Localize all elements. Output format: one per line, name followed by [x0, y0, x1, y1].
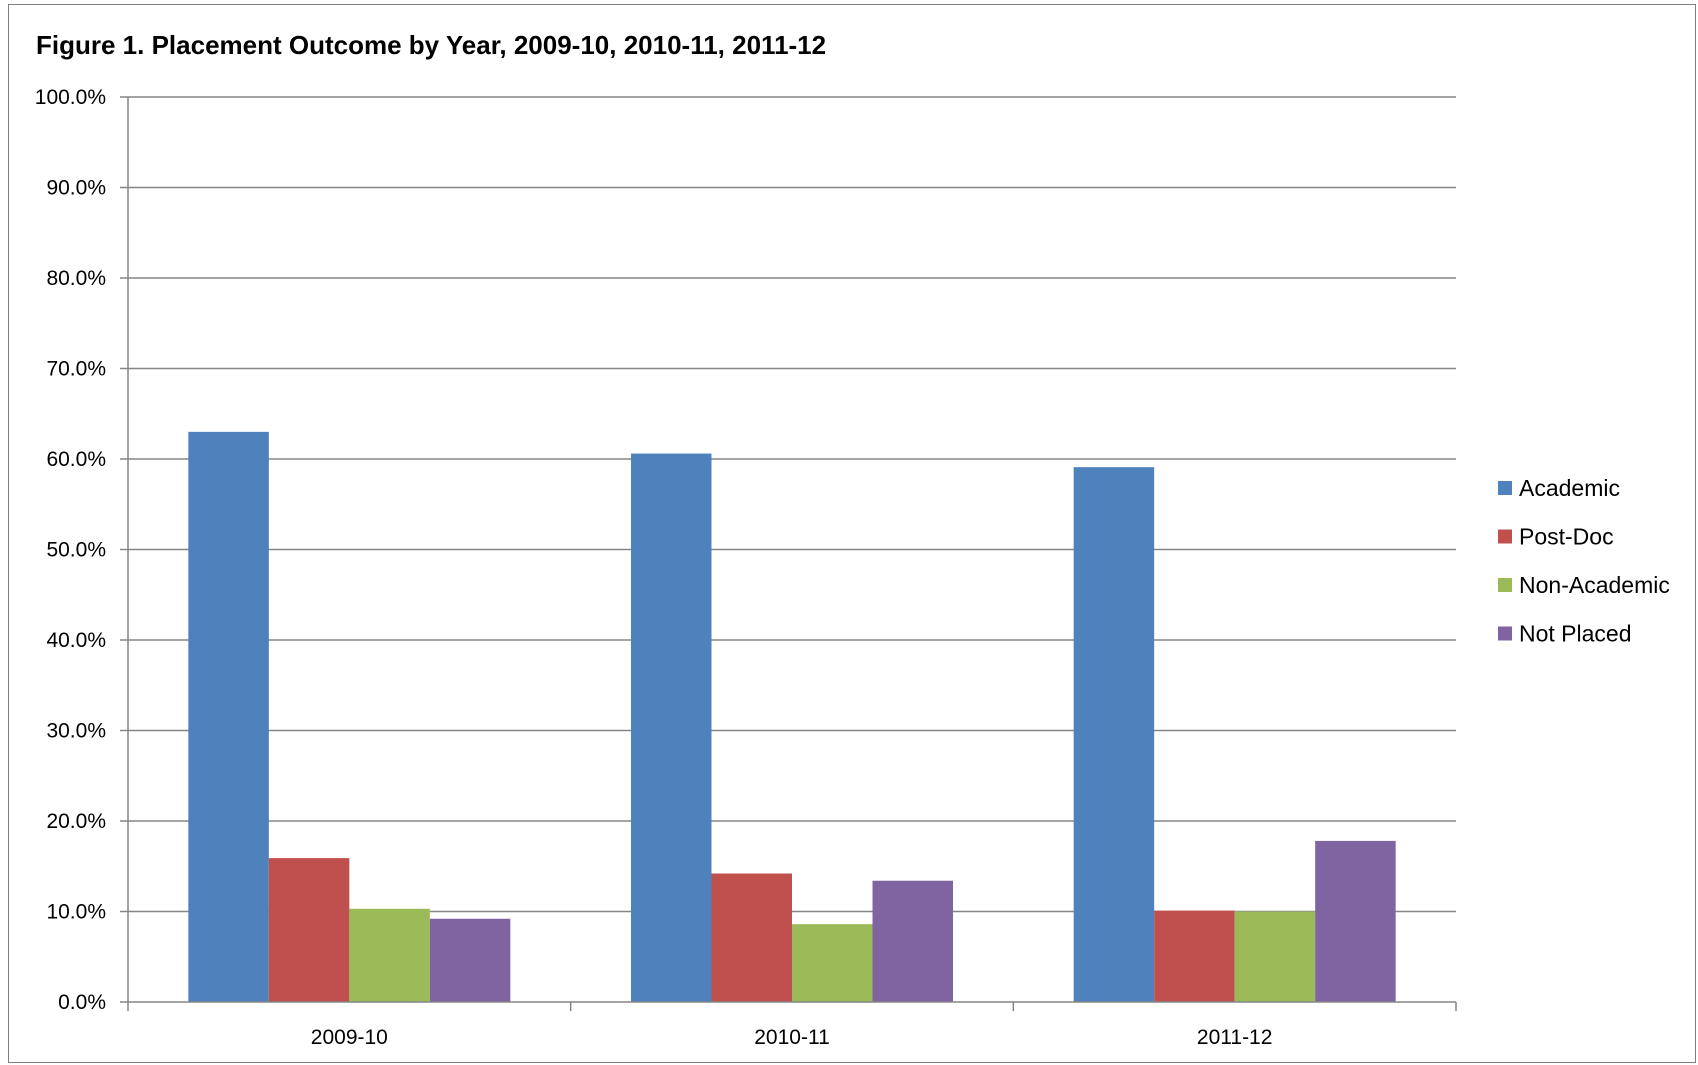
legend-label: Post-Doc: [1519, 524, 1614, 550]
y-axis-tick-labels: 0.0% 10.0% 20.0% 30.0% 40.0% 50.0% 60.0% 70.0% 8…: [35, 86, 106, 1014]
bar-academic: [188, 431, 269, 1003]
chart-title: Figure 1. Placement Outcome by Year, 200…: [36, 30, 827, 60]
legend-label: Academic: [1519, 475, 1620, 501]
legend-swatch: [1498, 626, 1512, 641]
legend-label: Non-Academic: [1519, 572, 1670, 598]
bar-academic: [631, 453, 712, 1002]
y-tick-label: 60.0%: [46, 448, 106, 471]
axes: [127, 97, 1457, 1011]
y-tick-label: 80.0%: [46, 267, 106, 290]
x-tick-label: 2009-10: [311, 1026, 388, 1049]
bar-not-placed: [872, 880, 953, 1002]
bar-academic: [1073, 467, 1155, 1002]
y-tick-label: 0.0%: [58, 991, 106, 1014]
y-tick-label: 20.0%: [46, 810, 106, 833]
bar-post-doc: [1154, 910, 1235, 1002]
y-tick-label: 100.0%: [35, 86, 106, 109]
y-tick-label: 90.0%: [46, 177, 106, 200]
legend-label: Not Placed: [1519, 621, 1632, 647]
x-axis-tick-labels: 2009-10 2010-11 2011-12: [311, 1026, 1273, 1049]
gridlines: [120, 96, 1456, 1003]
legend-swatch: [1498, 578, 1512, 592]
bar-non-academic: [792, 924, 873, 1002]
bar-not-placed: [1315, 840, 1396, 1002]
bar-non-academic: [349, 908, 430, 1002]
y-tick-label: 30.0%: [46, 720, 106, 743]
bar-non-academic: [1234, 911, 1316, 1002]
x-tick-label: 2011-12: [1197, 1026, 1273, 1049]
legend-swatch: [1498, 529, 1512, 544]
bar-not-placed: [429, 918, 511, 1002]
bars: [188, 431, 1396, 1003]
legend: Academic Post-Doc Non-Academic Not Placed: [1498, 475, 1670, 647]
x-tick-label: 2010-11: [754, 1026, 830, 1049]
legend-swatch: [1498, 481, 1512, 495]
y-tick-label: 70.0%: [46, 358, 106, 381]
y-tick-label: 50.0%: [46, 539, 106, 562]
bar-post-doc: [268, 858, 350, 1002]
bar-post-doc: [711, 873, 792, 1002]
y-tick-label: 10.0%: [46, 901, 106, 924]
y-tick-label: 40.0%: [46, 629, 106, 652]
